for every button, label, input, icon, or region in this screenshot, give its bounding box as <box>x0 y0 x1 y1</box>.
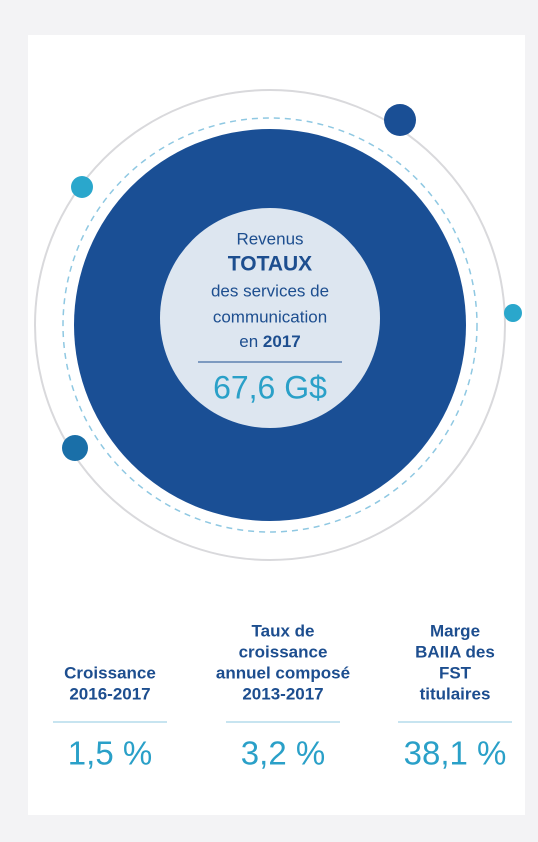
stat-label: Marge <box>430 621 480 640</box>
dot <box>384 104 416 136</box>
stat-label: FST <box>439 663 472 682</box>
headline-text: communication <box>213 307 327 326</box>
stat-label: titulaires <box>420 684 491 703</box>
dot <box>71 176 93 198</box>
dot <box>504 304 522 322</box>
headline-value: 67,6 G$ <box>213 369 327 405</box>
stat-label: annuel composé <box>216 663 350 682</box>
stat-label: BAIIA des <box>415 642 495 661</box>
stat-label: 2016-2017 <box>69 684 150 703</box>
headline-text: Revenus <box>236 229 303 248</box>
stat-value: 1,5 % <box>68 735 152 772</box>
stat-label: Taux de <box>252 621 315 640</box>
stat-value: 38,1 % <box>404 735 507 772</box>
stat-value: 3,2 % <box>241 735 325 772</box>
headline-text: en <box>239 332 258 351</box>
stat-label: 2013-2017 <box>242 684 323 703</box>
stat-label: Croissance <box>64 663 156 682</box>
center-disk <box>160 208 380 428</box>
dot <box>62 435 88 461</box>
stat-label: croissance <box>239 642 328 661</box>
headline-strong: TOTAUX <box>228 253 312 276</box>
headline-text: en 2017 <box>239 332 300 351</box>
dashed-ring <box>62 117 478 533</box>
headline-text: des services de <box>211 281 329 300</box>
headline-year: 2017 <box>263 332 301 351</box>
outer-ring <box>34 89 506 561</box>
